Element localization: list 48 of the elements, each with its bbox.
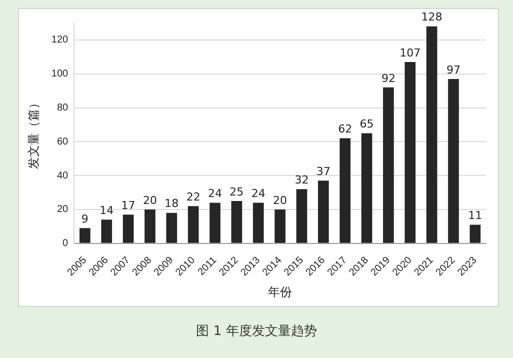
y-tick-label: 100 (51, 68, 69, 80)
bar (274, 209, 286, 243)
data-label: 22 (186, 190, 200, 204)
data-label: 107 (400, 46, 421, 60)
y-tick-label: 0 (62, 238, 69, 250)
bar (383, 87, 394, 243)
data-label: 11 (468, 209, 482, 222)
y-tick-label: 60 (56, 136, 69, 148)
bar (318, 180, 329, 243)
bar (296, 189, 308, 243)
data-label: 14 (100, 204, 114, 218)
data-label: 97 (446, 63, 460, 76)
caption: 图 1 年度发文量趋势 (195, 323, 318, 340)
bar (188, 206, 199, 243)
bar (101, 220, 112, 243)
bar (361, 133, 372, 243)
bar (231, 201, 242, 243)
data-label: 24 (208, 187, 222, 200)
data-label: 92 (381, 72, 396, 85)
y-tick-label: 20 (56, 204, 69, 216)
y-tick-label: 40 (56, 170, 69, 182)
y-axis-title: 发文量（篇） (26, 97, 41, 170)
bar (340, 138, 350, 243)
x-axis-title: 年份 (268, 285, 292, 300)
data-label: 65 (360, 118, 374, 131)
bar (210, 202, 220, 243)
data-label: 25 (230, 185, 244, 198)
bar (252, 202, 264, 243)
data-label: 62 (338, 122, 352, 136)
bar (448, 78, 459, 243)
data-label: 17 (121, 198, 136, 212)
data-label: 18 (164, 197, 179, 210)
data-label: 20 (273, 194, 288, 207)
data-label: 32 (294, 173, 309, 186)
bar (144, 209, 156, 243)
data-label: 128 (421, 10, 442, 24)
y-tick-label: 80 (56, 102, 69, 114)
bar (80, 228, 90, 243)
data-label: 37 (316, 165, 330, 178)
data-label: 24 (251, 187, 266, 200)
bar (122, 214, 134, 243)
y-tick-label: 120 (51, 34, 69, 46)
bar (426, 26, 438, 243)
bar (404, 62, 416, 243)
bar (470, 224, 481, 243)
data-label: 20 (142, 194, 157, 207)
bar (166, 212, 178, 243)
data-label: 9 (81, 212, 88, 226)
